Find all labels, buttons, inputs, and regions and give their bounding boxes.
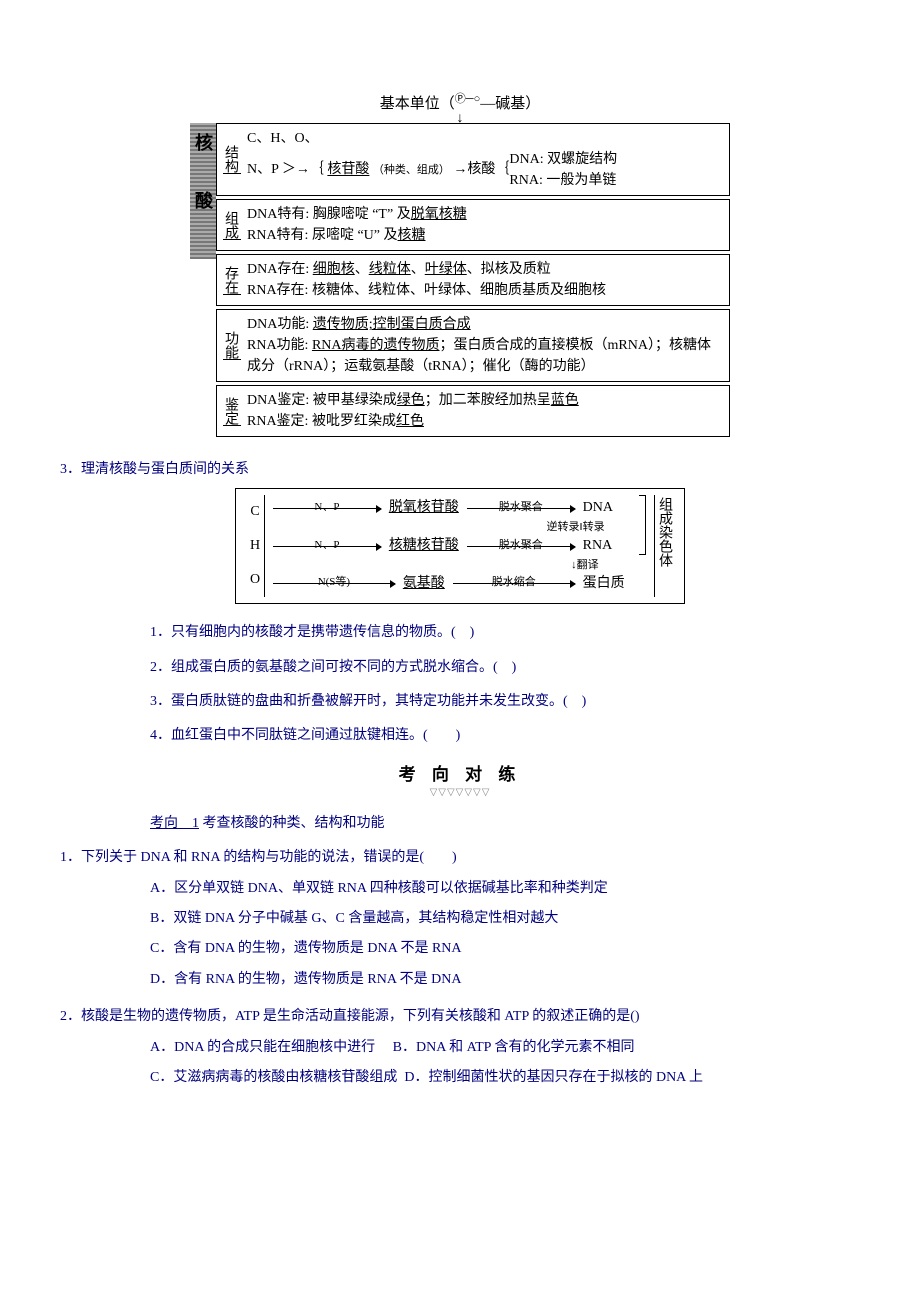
section-鉴定: 鉴定DNA鉴定: 被甲基绿染成绿色；加二苯胺经加热呈蓝色RNA鉴定: 被吡罗红染… xyxy=(216,385,730,437)
q2-opt-b: B．DNA 和 ATP 含有的化学元素不相同 xyxy=(393,1040,635,1055)
tf-item-3: 3．蛋白质肽链的盘曲和折叠被解开时，其特定功能并未发生改变。( ) xyxy=(150,691,860,713)
q1-opt-b: B．双链 DNA 分子中碱基 G、C 含量越高，其结构稳定性相对越大 xyxy=(150,908,860,930)
direction-line: 考向 1 考查核酸的种类、结构和功能 xyxy=(60,812,860,832)
diagram1-title: 基本单位（Ⓟ─○—碱基） xyxy=(190,90,730,113)
diagram-relationship: C H O N、P脱氧核苷酸脱水聚合DNA逆转录‖转录N、P核糖核苷酸脱水聚合R… xyxy=(235,488,685,604)
dia2-between-23: ↓翻译 xyxy=(269,560,635,571)
left-C: C xyxy=(246,499,264,526)
section-存在: 存在DNA存在: 细胞核、线粒体、叶绿体、拟核及质粒RNA存在: 核糖体、线粒体… xyxy=(216,254,730,306)
section-title: 考 向 对 练 xyxy=(60,760,860,785)
q1-opt-c: C．含有 DNA 的生物，遗传物质是 DNA 不是 RNA xyxy=(150,938,860,960)
q2-opt-c: C．艾滋病病毒的核酸由核糖核苷酸组成 xyxy=(150,1070,397,1085)
section-结构: 结构C、H、O、N、P ＞→｛ 核苷酸 （种类、组成） →核酸｛DNA: 双螺旋… xyxy=(216,123,730,196)
tf-item-1: 1．只有细胞内的核酸才是携带遗传信息的物质。( ) xyxy=(150,622,860,644)
dia2-row-0: N、P脱氧核苷酸脱水聚合DNA xyxy=(269,495,635,522)
diagram-nucleic-acid: 基本单位（Ⓟ─○—碱基） ↓ 核酸 结构C、H、O、N、P ＞→｛ 核苷酸 （种… xyxy=(190,90,730,440)
tf-item-2: 2．组成蛋白质的氨基酸之间可按不同的方式脱水缩合。( ) xyxy=(150,657,860,679)
q1-opt-a: A．区分单双链 DNA、单双链 RNA 四种核酸可以依据碱基比率和种类判定 xyxy=(150,878,860,900)
dia2-between-12: 逆转录‖转录 xyxy=(269,522,635,533)
bracket-icon xyxy=(639,495,646,555)
direction-link[interactable]: 考向 1 xyxy=(150,816,199,831)
tf-list: 1．只有细胞内的核酸才是携带遗传信息的物质。( ) 2．组成蛋白质的氨基酸之间可按… xyxy=(60,622,860,748)
heading-3: 3．理清核酸与蛋白质间的关系 xyxy=(60,458,860,478)
left-H: H xyxy=(246,533,264,560)
section-功能: 功能DNA功能: 遗传物质;控制蛋白质合成RNA功能: RNA病毒的遗传物质；蛋… xyxy=(216,309,730,382)
phosphate-glyph: Ⓟ─○ xyxy=(455,93,480,105)
q2-opt-d: D．控制细菌性状的基因只存在于拟核的 DNA 上 xyxy=(404,1070,703,1085)
title-suffix: —碱基） xyxy=(480,96,540,112)
tf-item-4: 4．血红蛋白中不同肽链之间通过肽键相连。( ) xyxy=(150,725,860,747)
question-1: 1．下列关于 DNA 和 RNA 的结构与功能的说法，错误的是( ) xyxy=(60,846,860,870)
section-组成: 组成DNA特有: 胸腺嘧啶 “T” 及脱氧核糖RNA特有: 尿嘧啶 “U” 及核… xyxy=(216,199,730,251)
title-decoration: ▽▽▽▽▽▽▽ xyxy=(60,787,860,798)
dia2-right-label: 组成染色体 xyxy=(654,495,674,597)
direction-suffix: 考查核酸的种类、结构和功能 xyxy=(199,816,385,831)
sections-container: 结构C、H、O、N、P ＞→｛ 核苷酸 （种类、组成） →核酸｛DNA: 双螺旋… xyxy=(216,123,730,440)
dia2-row-1: N、P核糖核苷酸脱水聚合RNA xyxy=(269,533,635,560)
title-prefix: 基本单位（ xyxy=(380,96,455,112)
page: 基本单位（Ⓟ─○—碱基） ↓ 核酸 结构C、H、O、N、P ＞→｛ 核苷酸 （种… xyxy=(0,0,920,1158)
dia2-left-col: C H O xyxy=(246,495,265,597)
question-2: 2．核酸是生物的遗传物质，ATP 是生命活动直接能源，下列有关核酸和 ATP 的… xyxy=(60,1005,860,1029)
band-label: 核酸 xyxy=(190,123,216,259)
left-O: O xyxy=(246,567,264,594)
dia2-rows: N、P脱氧核苷酸脱水聚合DNA逆转录‖转录N、P核糖核苷酸脱水聚合RNA↓翻译N… xyxy=(269,495,635,597)
q2-opts-row2: C．艾滋病病毒的核酸由核糖核苷酸组成 D．控制细菌性状的基因只存在于拟核的 DN… xyxy=(150,1067,860,1089)
q1-opt-d: D．含有 RNA 的生物，遗传物质是 RNA 不是 DNA xyxy=(150,969,860,991)
q2-opt-a: A．DNA 的合成只能在细胞核中进行 xyxy=(150,1040,375,1055)
dia2-row-2: N(S等)氨基酸脱水缩合蛋白质 xyxy=(269,571,635,598)
q2-opts-row1: A．DNA 的合成只能在细胞核中进行 B．DNA 和 ATP 含有的化学元素不相… xyxy=(150,1037,860,1059)
